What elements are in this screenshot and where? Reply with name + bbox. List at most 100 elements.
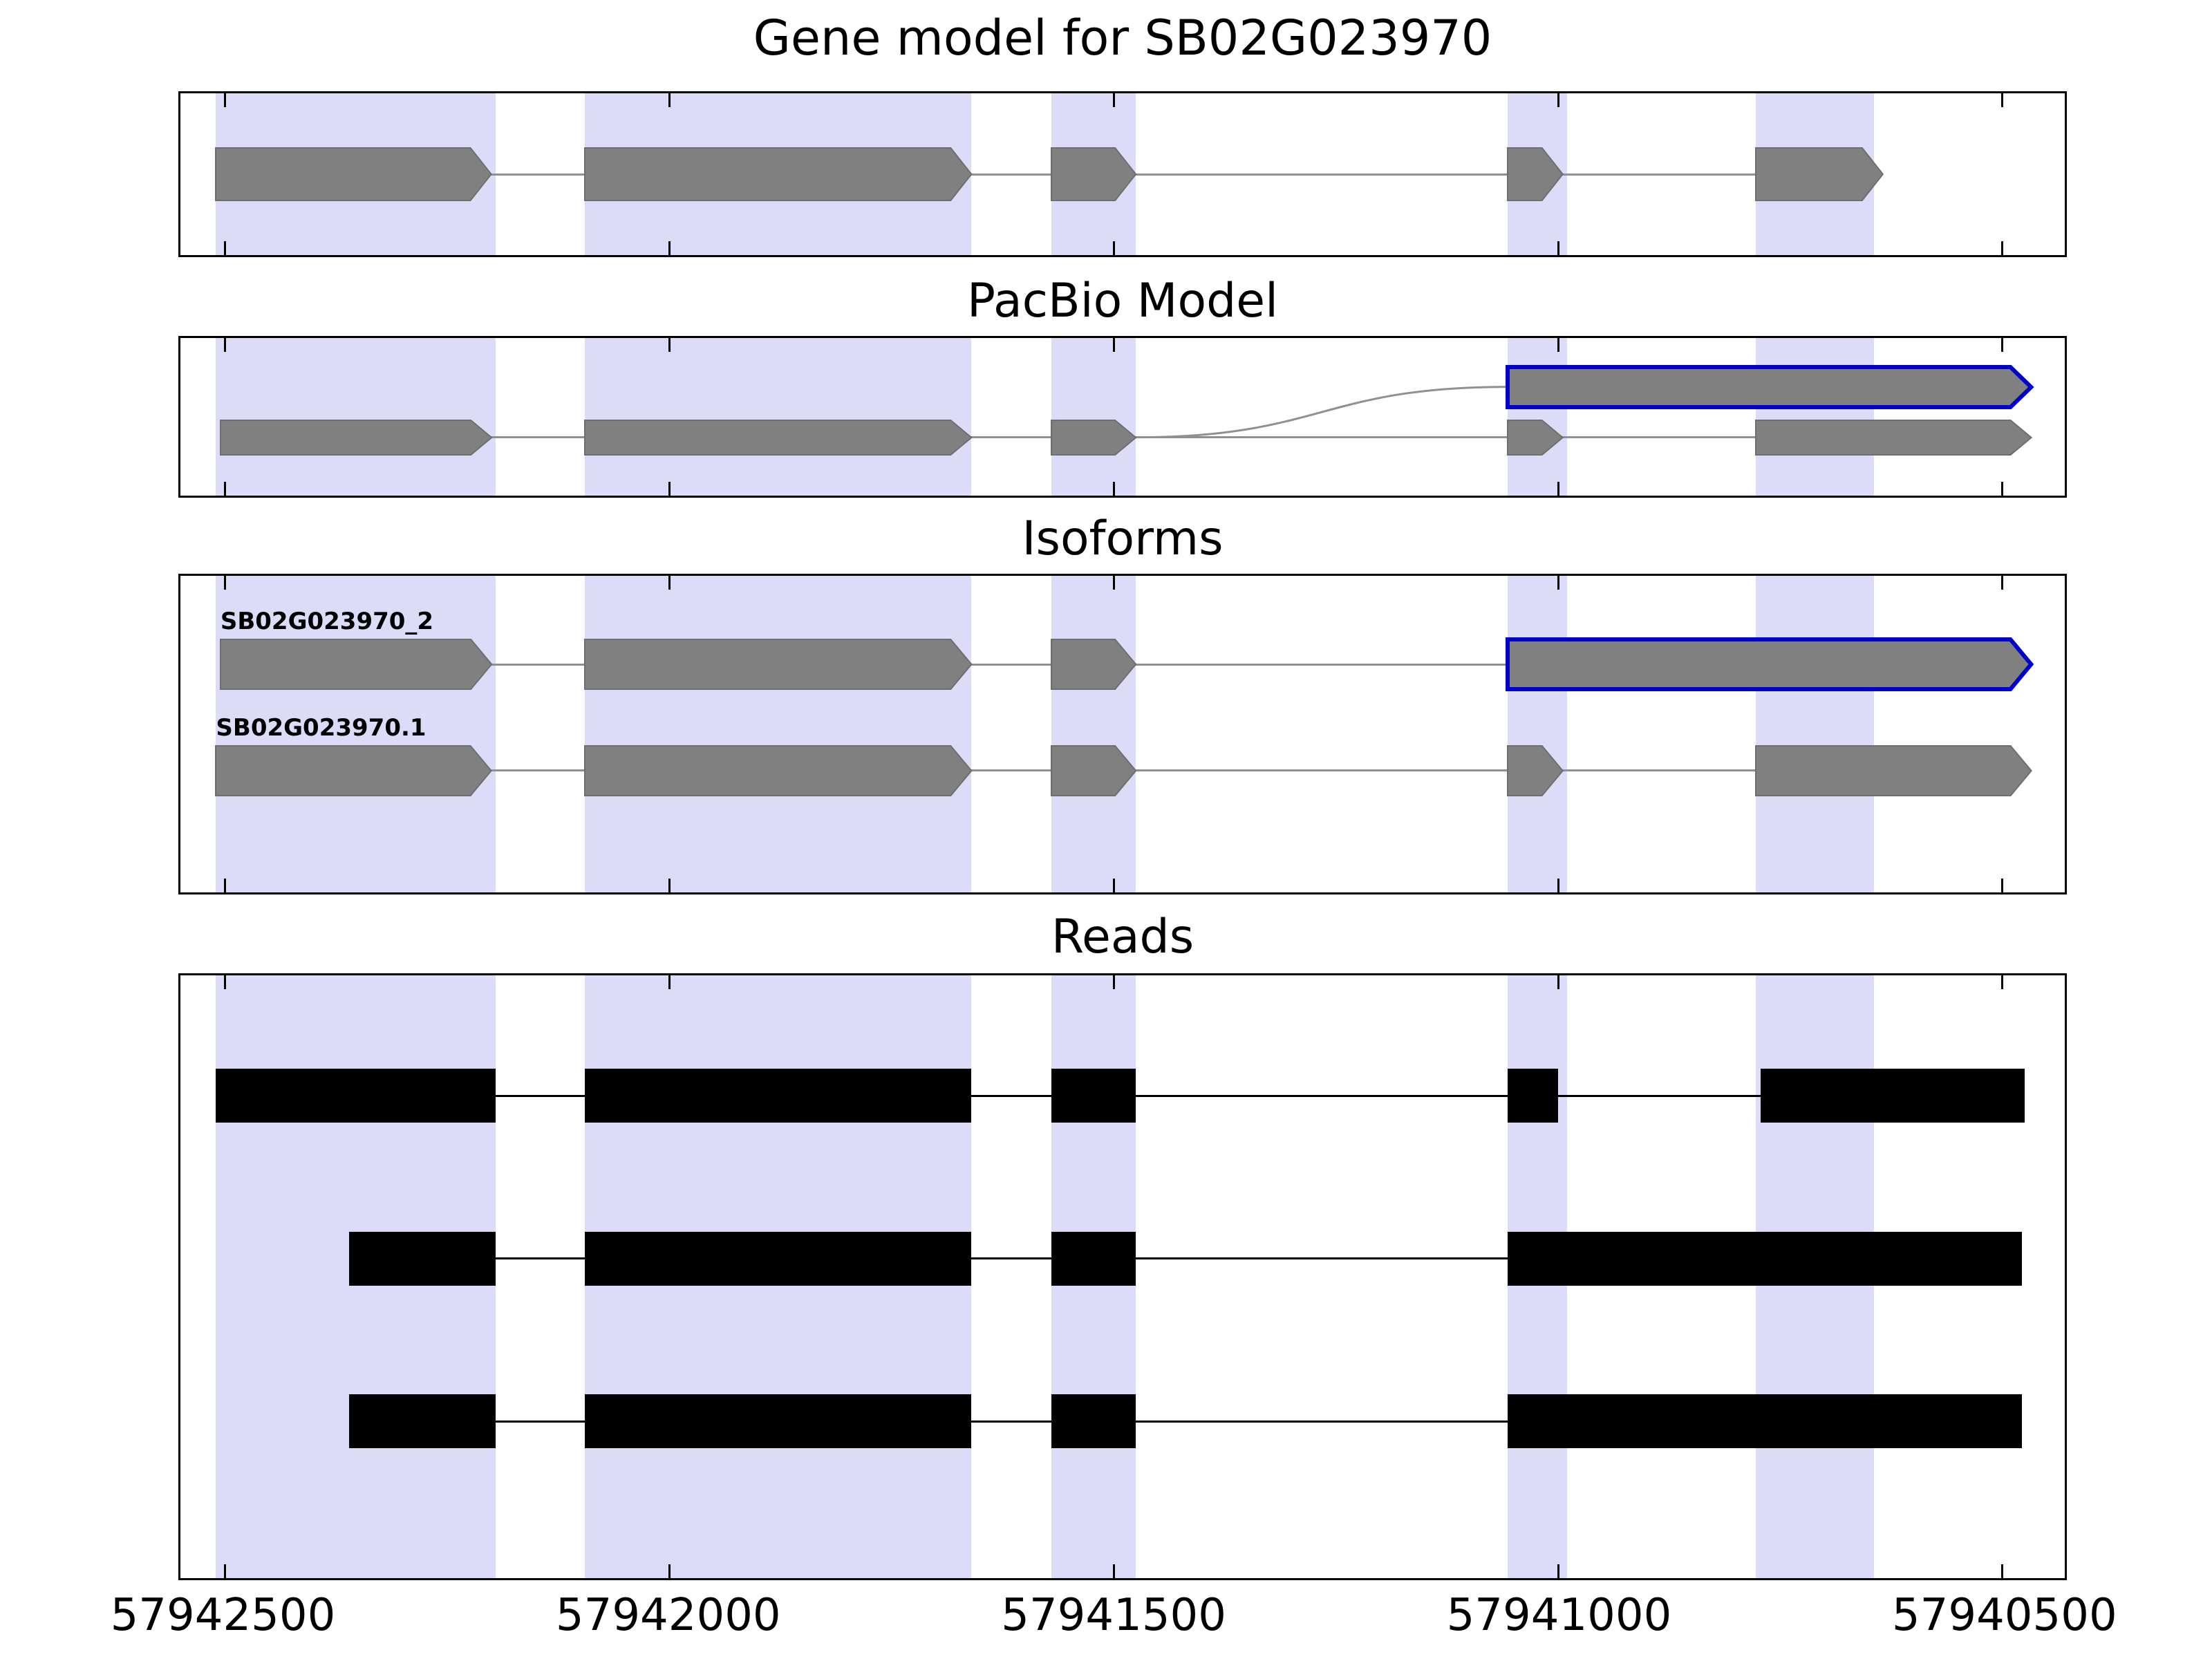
read-block: [585, 1394, 972, 1449]
exon-block: [1051, 744, 1137, 796]
highlight-band: [1507, 338, 1567, 496]
read-block: [1051, 1069, 1136, 1123]
axis-tick-bottom: [1557, 879, 1559, 892]
axis-tick-top: [668, 93, 671, 107]
highlight-band: [1051, 338, 1136, 496]
read-gap-line: [349, 1257, 2023, 1260]
axis-tick-bottom: [2001, 1564, 2004, 1578]
axis-tick-bottom: [1557, 241, 1559, 255]
highlight-band: [1507, 576, 1567, 892]
exon-block: [1051, 419, 1137, 456]
axis-tick-top: [668, 338, 671, 352]
read-block: [585, 1231, 972, 1286]
intron-line: [216, 173, 1883, 176]
exon-block: [584, 419, 973, 456]
exon-block: [1505, 364, 2034, 409]
axis-tick-bottom: [668, 1564, 671, 1578]
x-tick-label: 57941000: [1446, 1590, 1672, 1641]
axis-tick-top: [668, 576, 671, 590]
axis-tick-bottom: [1557, 1564, 1559, 1578]
axis-tick-bottom: [1112, 1564, 1115, 1578]
axis-tick-top: [1112, 93, 1115, 107]
exon-block: [1051, 147, 1137, 201]
highlight-band: [1755, 338, 1874, 496]
axis-tick-top: [2001, 338, 2004, 352]
panel-title-pacbio-model: PacBio Model: [967, 274, 1278, 328]
axis-tick-bottom: [668, 482, 671, 496]
axis-tick-bottom: [1557, 482, 1559, 496]
panel-title-reads: Reads: [1051, 910, 1194, 964]
read-block: [349, 1231, 496, 1286]
isoform-label: SB02G023970_2: [220, 608, 434, 636]
axis-tick-bottom: [1112, 879, 1115, 892]
read-block: [216, 1069, 496, 1123]
x-tick-label: 57942000: [555, 1590, 781, 1641]
axis-tick-bottom: [1112, 241, 1115, 255]
axis-tick-top: [223, 338, 226, 352]
read-block: [1051, 1394, 1136, 1449]
exon-block: [1506, 744, 1564, 796]
highlight-band: [1755, 576, 1874, 892]
highlight-band: [216, 576, 496, 892]
panel-reads: [178, 973, 2067, 1580]
axis-tick-top: [1557, 93, 1559, 107]
axis-tick-bottom: [1112, 482, 1115, 496]
highlight-band: [1051, 576, 1136, 892]
axis-tick-top: [223, 576, 226, 590]
read-block: [1507, 1069, 1559, 1123]
exon-block: [1505, 637, 2034, 692]
axis-tick-top: [2001, 93, 2004, 107]
exon-block: [584, 147, 973, 201]
x-tick-label: 57942500: [110, 1590, 336, 1641]
read-block: [1507, 1394, 2023, 1449]
axis-tick-bottom: [223, 879, 226, 892]
exon-block: [215, 147, 493, 201]
exon-block: [1051, 639, 1137, 691]
exon-block: [584, 744, 973, 796]
axis-tick-top: [2001, 975, 2004, 989]
read-block: [585, 1069, 972, 1123]
axis-tick-top: [1112, 975, 1115, 989]
exon-block: [1506, 147, 1564, 201]
axis-tick-top: [1557, 338, 1559, 352]
read-block: [1761, 1069, 2025, 1123]
axis-tick-top: [223, 93, 226, 107]
read-gap-line: [349, 1420, 2023, 1423]
exon-block: [1506, 419, 1564, 456]
read-block: [349, 1394, 496, 1449]
axis-tick-top: [1557, 975, 1559, 989]
highlight-band: [585, 338, 972, 496]
axis-tick-bottom: [223, 1564, 226, 1578]
read-block: [1051, 1231, 1136, 1286]
axis-tick-bottom: [668, 879, 671, 892]
exon-block: [1754, 744, 2032, 796]
highlight-band: [216, 338, 496, 496]
exon-block: [219, 419, 493, 456]
exon-block: [219, 639, 493, 691]
axis-tick-top: [1557, 576, 1559, 590]
exon-block: [584, 639, 973, 691]
x-tick-label: 57941500: [1001, 1590, 1226, 1641]
axis-tick-top: [2001, 576, 2004, 590]
axis-tick-bottom: [223, 482, 226, 496]
x-axis-tick-labels: 57942500 57942000 57941500 57941000 57940500: [111, 1590, 2117, 1645]
panel-title-isoforms: Isoforms: [1022, 512, 1224, 566]
x-tick-label: 57940500: [1891, 1590, 2117, 1641]
exon-block: [1754, 147, 1884, 201]
panel-isoforms: SB02G023970_2 SB02G023970.1: [178, 574, 2067, 894]
axis-tick-bottom: [2001, 482, 2004, 496]
axis-tick-top: [1112, 338, 1115, 352]
panel-pacbio-model: [178, 336, 2067, 498]
axis-tick-bottom: [668, 241, 671, 255]
panel-title-gene-model: Gene model for SB02G023970: [753, 10, 1492, 66]
panel-gene-model: [178, 91, 2067, 257]
axis-tick-bottom: [2001, 241, 2004, 255]
read-block: [1507, 1231, 2023, 1286]
axis-tick-bottom: [223, 241, 226, 255]
axis-tick-top: [668, 975, 671, 989]
axis-tick-top: [1112, 576, 1115, 590]
axis-tick-bottom: [2001, 879, 2004, 892]
isoform-label: SB02G023970.1: [216, 713, 427, 742]
exon-block: [215, 744, 493, 796]
